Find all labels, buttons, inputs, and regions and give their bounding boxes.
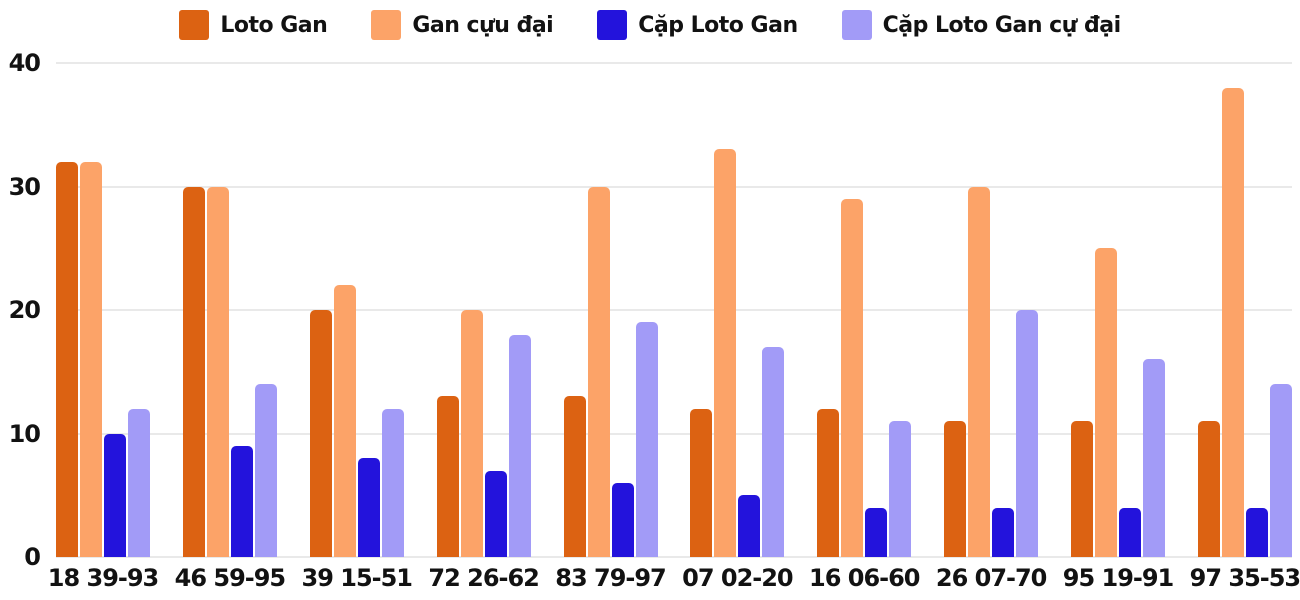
- bar[interactable]: [1197, 421, 1220, 557]
- plot-area: 18 39-93 46 59-95 39 15-51 72 26-62 83 79-97…: [48, 62, 1300, 592]
- bar[interactable]: [1143, 359, 1165, 557]
- legend-label: Cặp Loto Gan cự đại: [882, 12, 1122, 38]
- gridline-0: [56, 556, 1292, 558]
- bar[interactable]: [690, 408, 713, 557]
- x-axis-label: 95 19-91: [1062, 564, 1175, 592]
- y-tick-label-10: 10: [8, 419, 41, 448]
- bar[interactable]: [968, 186, 991, 557]
- legend-item-1[interactable]: Gan cựu đại: [371, 10, 554, 40]
- bar[interactable]: [587, 186, 610, 557]
- bar[interactable]: [1269, 384, 1292, 557]
- bar[interactable]: [841, 198, 864, 557]
- bar[interactable]: [563, 396, 586, 557]
- bar[interactable]: [460, 310, 483, 557]
- bar[interactable]: [182, 186, 205, 557]
- gridline-20: [56, 309, 1292, 311]
- bar[interactable]: [817, 408, 840, 557]
- bar[interactable]: [128, 408, 150, 557]
- legend-swatch-icon: [841, 10, 872, 40]
- gridline-40: [56, 62, 1292, 64]
- bar[interactable]: [1245, 507, 1268, 557]
- bar[interactable]: [309, 310, 332, 557]
- bar[interactable]: [1221, 87, 1244, 557]
- y-tick-label-30: 30: [8, 172, 41, 201]
- bar[interactable]: [333, 285, 356, 557]
- bar-group-6: 16 06-60: [809, 63, 921, 592]
- x-axis-label: 16 06-60: [808, 564, 921, 592]
- legend-label: Gan cựu đại: [412, 12, 554, 38]
- bar[interactable]: [611, 482, 634, 557]
- bar[interactable]: [484, 470, 507, 557]
- bar[interactable]: [762, 347, 785, 557]
- bar[interactable]: [357, 458, 380, 557]
- bar[interactable]: [1071, 421, 1093, 557]
- x-axis-label: 97 35-53: [1189, 564, 1300, 592]
- legend-swatch-icon: [179, 10, 210, 40]
- x-axis-label: 46 59-95: [174, 564, 287, 592]
- bar[interactable]: [992, 507, 1015, 557]
- bar-group-7: 26 07-70: [936, 63, 1047, 592]
- bar[interactable]: [1119, 507, 1141, 557]
- legend-item-2[interactable]: Cặp Loto Gan: [597, 10, 798, 40]
- y-tick-label-0: 0: [24, 543, 41, 571]
- bar[interactable]: [206, 186, 229, 557]
- legend-item-0[interactable]: Loto Gan: [179, 10, 328, 40]
- x-axis-label: 39 15-51: [301, 564, 413, 592]
- bar[interactable]: [230, 445, 253, 557]
- bar-group-1: 46 59-95: [175, 63, 286, 592]
- bar[interactable]: [738, 495, 761, 557]
- bar-group-0: 18 39-93: [48, 63, 159, 592]
- bar-group-5: 07 02-20: [682, 63, 794, 592]
- x-axis-label: 83 79-97: [555, 564, 667, 592]
- bar[interactable]: [80, 161, 102, 557]
- bar[interactable]: [436, 396, 459, 557]
- legend-label: Cặp Loto Gan: [638, 12, 798, 38]
- y-tick-label-40: 40: [8, 49, 41, 77]
- x-axis-label: 18 39-93: [47, 564, 160, 592]
- bar-group-8: 95 19-91: [1063, 63, 1174, 592]
- legend-swatch-icon: [371, 10, 402, 40]
- bar[interactable]: [1016, 310, 1039, 557]
- bar[interactable]: [635, 322, 658, 557]
- x-axis-label: 07 02-20: [682, 564, 794, 592]
- bar-group-2: 39 15-51: [301, 63, 413, 592]
- bar[interactable]: [944, 421, 967, 557]
- legend-swatch-icon: [597, 10, 628, 40]
- bar[interactable]: [381, 408, 404, 557]
- gridline-10: [56, 432, 1292, 435]
- x-axis-label: 26 07-70: [935, 564, 1048, 592]
- bar-group-9: 97 35-53: [1190, 63, 1300, 592]
- bar[interactable]: [508, 334, 531, 557]
- bar[interactable]: [1095, 248, 1117, 557]
- y-axis: 0 10 20 30 40: [0, 49, 48, 571]
- bar[interactable]: [254, 384, 277, 557]
- bar[interactable]: [865, 507, 888, 557]
- legend-item-3[interactable]: Cặp Loto Gan cự đại: [841, 10, 1122, 40]
- bar[interactable]: [714, 149, 737, 557]
- bar-groups: 18 39-93 46 59-95 39 15-51 72 26-62 83 79-97…: [48, 63, 1300, 592]
- bar[interactable]: [56, 161, 78, 557]
- y-tick-label-20: 20: [8, 296, 41, 324]
- bar[interactable]: [889, 421, 912, 557]
- chart-legend: Loto Gan Gan cựu đại Cặp Loto Gan Cặp Loto …: [0, 6, 1300, 44]
- bar-group-4: 83 79-97: [555, 63, 667, 592]
- x-axis-label: 72 26-62: [428, 564, 540, 592]
- bar-group-3: 72 26-62: [428, 63, 540, 592]
- legend-label: Loto Gan: [220, 12, 328, 38]
- gridline-30: [56, 185, 1292, 188]
- bar[interactable]: [104, 433, 126, 557]
